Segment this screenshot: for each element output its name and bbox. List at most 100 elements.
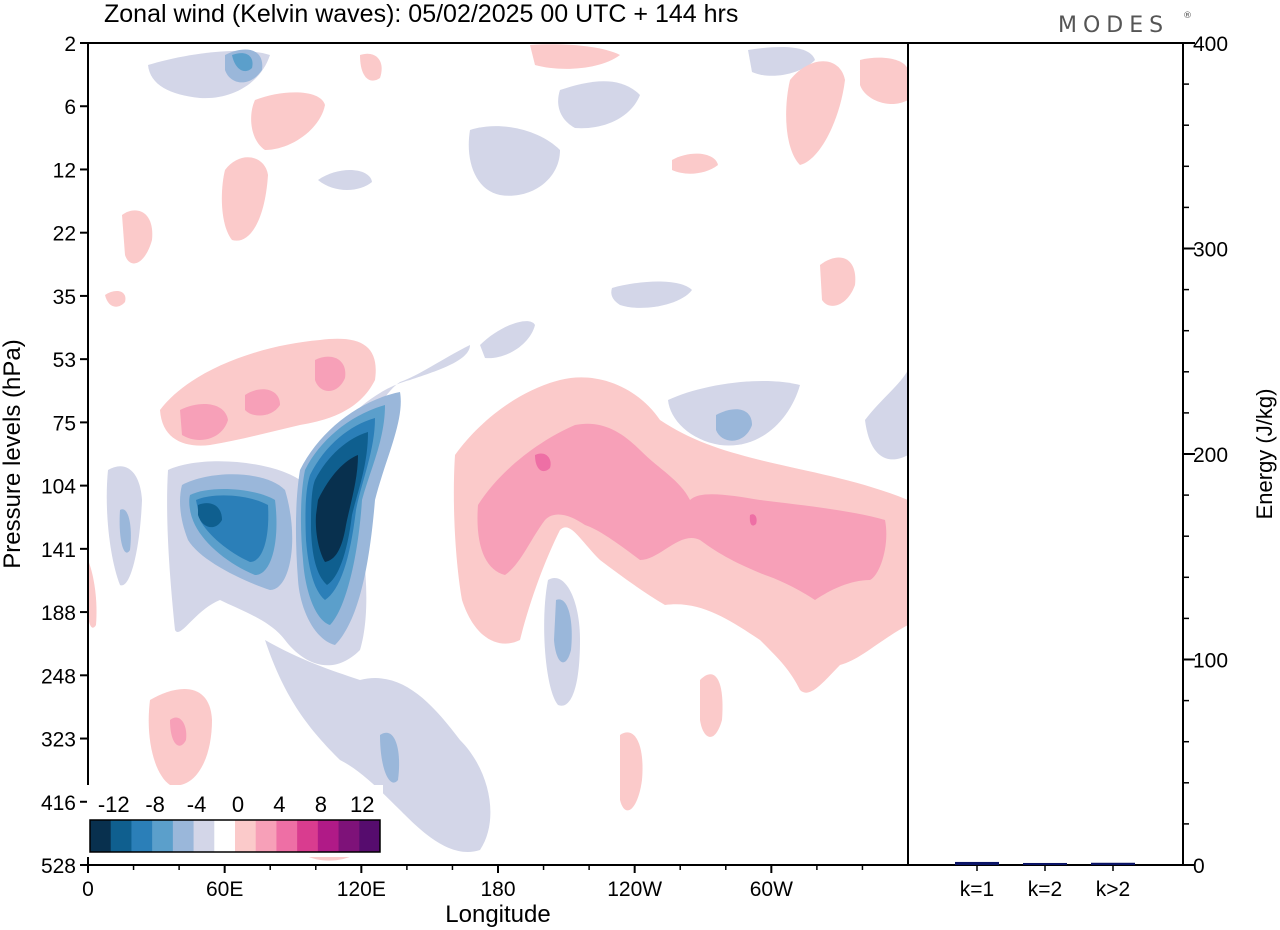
- contour-pos-light: [88, 560, 97, 628]
- contour-pos-light: [860, 57, 908, 105]
- contour-neg-core: [315, 455, 358, 562]
- energy-tick-label: 0: [1193, 855, 1205, 878]
- colorbar-swatch: [317, 820, 340, 852]
- contour-pos-light: [620, 732, 643, 811]
- colorbar-label: 0: [232, 792, 244, 817]
- contour-pos-light: [672, 153, 718, 174]
- contour-neg-light: [748, 47, 815, 76]
- colorbar-label: 8: [315, 792, 327, 817]
- y-axis-label: Pressure levels (hPa): [0, 339, 26, 568]
- colorbar-swatch: [214, 820, 236, 852]
- y-tick-label: 416: [41, 792, 76, 815]
- colorbar-swatch: [172, 820, 195, 852]
- contour-neg-mid: [119, 509, 131, 553]
- contour-pos-light: [530, 44, 620, 69]
- y-tick-label: 2: [64, 33, 76, 56]
- y-tick-label: 528: [41, 855, 76, 878]
- energy-bar: [1023, 862, 1067, 865]
- x-tick-label: 120W: [607, 878, 662, 901]
- contour-pos-light: [122, 210, 153, 264]
- colorbar-label: -8: [145, 792, 165, 817]
- x-tick-label: 180: [480, 878, 515, 901]
- contour-pos-light: [786, 61, 845, 165]
- bar-panel-frame: [907, 42, 1184, 866]
- contour-neg-light: [468, 126, 560, 196]
- colorbar-label: -12: [98, 792, 130, 817]
- energy-bars: k=1 k=2 k>2: [955, 861, 1135, 901]
- y-tick-label: 323: [41, 729, 76, 752]
- contour-neg-light: [611, 281, 692, 308]
- y-tick-label: 35: [53, 286, 76, 309]
- colorbar-swatch: [297, 820, 319, 852]
- energy-axis: 0 100 200 300 400: [1183, 33, 1228, 878]
- bar-category-label: k=1: [960, 878, 994, 901]
- y-tick-label: 12: [53, 159, 76, 182]
- x-tick-label: 60E: [206, 878, 243, 901]
- colorbar-label: 4: [273, 792, 285, 817]
- modes-logo: MODES: [1058, 13, 1169, 38]
- x-tick-label: 60W: [750, 878, 793, 901]
- contour-neg-core: [198, 503, 222, 528]
- y-tick-label: 22: [53, 223, 76, 246]
- contour-neg-mid: [380, 732, 400, 783]
- contour-pos-light: [700, 674, 723, 737]
- x-tick-label: 0: [82, 878, 94, 901]
- y-tick-label: 53: [53, 349, 76, 372]
- contour-pos-mid: [245, 389, 280, 416]
- contour-pos-mid: [315, 356, 346, 392]
- contour-pos-light: [251, 92, 325, 150]
- longitude-axis: 0 60E 120E 180 120W 60W: [82, 865, 864, 901]
- energy-bar: [955, 861, 999, 865]
- contour-pos-mid: [180, 404, 228, 440]
- pressure-axis: 2 6 12 22 35 53 75 104 141 188 248 323 416 528: [41, 33, 88, 878]
- contour-pos-strong: [749, 514, 757, 526]
- colorbar-swatch: [255, 820, 277, 852]
- contour-pos-mid: [170, 717, 187, 746]
- y-tick-label: 248: [41, 665, 76, 688]
- colorbar-swatch: [90, 820, 112, 852]
- colorbar-swatch: [235, 820, 257, 852]
- chart-title: Zonal wind (Kelvin waves): 05/02/2025 00…: [104, 0, 738, 28]
- contour-neg-light: [265, 640, 491, 852]
- energy-tick-label: 400: [1193, 33, 1228, 56]
- logo-mark: ®: [1183, 11, 1198, 21]
- bar-category-label: k>2: [1096, 878, 1130, 901]
- colorbar-frame: [89, 819, 381, 853]
- y-tick-label: 141: [41, 539, 76, 562]
- contour-neg-light: [865, 370, 908, 460]
- colorbar-swatch: [276, 820, 298, 852]
- energy-tick-label: 100: [1193, 650, 1228, 673]
- contour-neg-light: [558, 81, 640, 129]
- contour-neg-dark: [232, 53, 253, 72]
- contour-pos-light: [105, 290, 126, 307]
- y-tick-label: 104: [41, 476, 76, 499]
- colorbar-swatch: [131, 820, 153, 852]
- colorbar-swatch: [152, 820, 174, 852]
- contour-neg-mid: [554, 599, 572, 663]
- contour-pos-strong: [535, 453, 551, 472]
- contour-pos-light: [221, 157, 268, 241]
- y-tick-label: 75: [53, 412, 76, 435]
- contour-neg-light: [480, 321, 535, 359]
- contour-pos-light: [820, 257, 856, 306]
- energy-axis-label: Energy (J/kg): [1252, 389, 1277, 520]
- colorbar-swatch: [193, 820, 215, 852]
- bar-category-label: k=2: [1028, 878, 1062, 901]
- y-tick-label: 188: [41, 602, 76, 625]
- contour-pos-mid: [477, 423, 887, 600]
- energy-bar: [1091, 862, 1135, 865]
- energy-tick-label: 200: [1193, 444, 1228, 467]
- contour-neg-mid: [716, 409, 752, 441]
- colorbar-swatch: [110, 820, 132, 852]
- x-axis-label: Longitude: [445, 901, 550, 928]
- y-tick-label: 6: [64, 96, 76, 119]
- contour-pos-light: [360, 53, 382, 81]
- colorbar-swatch: [359, 820, 381, 852]
- colorbar-label: 12: [350, 792, 374, 817]
- x-tick-label: 120E: [337, 878, 386, 901]
- colorbar-swatch: [338, 820, 360, 852]
- colorbar-label: -4: [187, 792, 207, 817]
- contour-neg-light: [318, 170, 372, 190]
- contour-field: [88, 44, 908, 861]
